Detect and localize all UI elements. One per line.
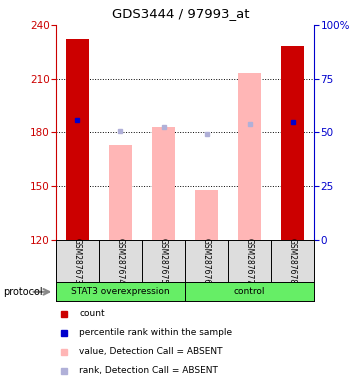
- Bar: [66, 39, 89, 240]
- Text: GSM287677: GSM287677: [245, 238, 254, 284]
- Text: GSM287673: GSM287673: [73, 238, 82, 284]
- Bar: [195, 190, 218, 240]
- Bar: [281, 46, 304, 240]
- Text: GDS3444 / 97993_at: GDS3444 / 97993_at: [112, 7, 249, 20]
- Bar: [109, 145, 132, 240]
- Text: rank, Detection Call = ABSENT: rank, Detection Call = ABSENT: [79, 366, 218, 375]
- Text: GSM287675: GSM287675: [159, 238, 168, 284]
- Text: STAT3 overexpression: STAT3 overexpression: [71, 287, 170, 296]
- Text: GSM287678: GSM287678: [288, 238, 297, 284]
- Text: GSM287676: GSM287676: [202, 238, 211, 284]
- Text: count: count: [79, 310, 105, 318]
- Bar: [152, 127, 175, 240]
- Text: control: control: [234, 287, 265, 296]
- Text: GSM287674: GSM287674: [116, 238, 125, 284]
- Text: protocol: protocol: [4, 287, 43, 297]
- Text: percentile rank within the sample: percentile rank within the sample: [79, 328, 232, 337]
- Text: value, Detection Call = ABSENT: value, Detection Call = ABSENT: [79, 347, 223, 356]
- Bar: [238, 73, 261, 240]
